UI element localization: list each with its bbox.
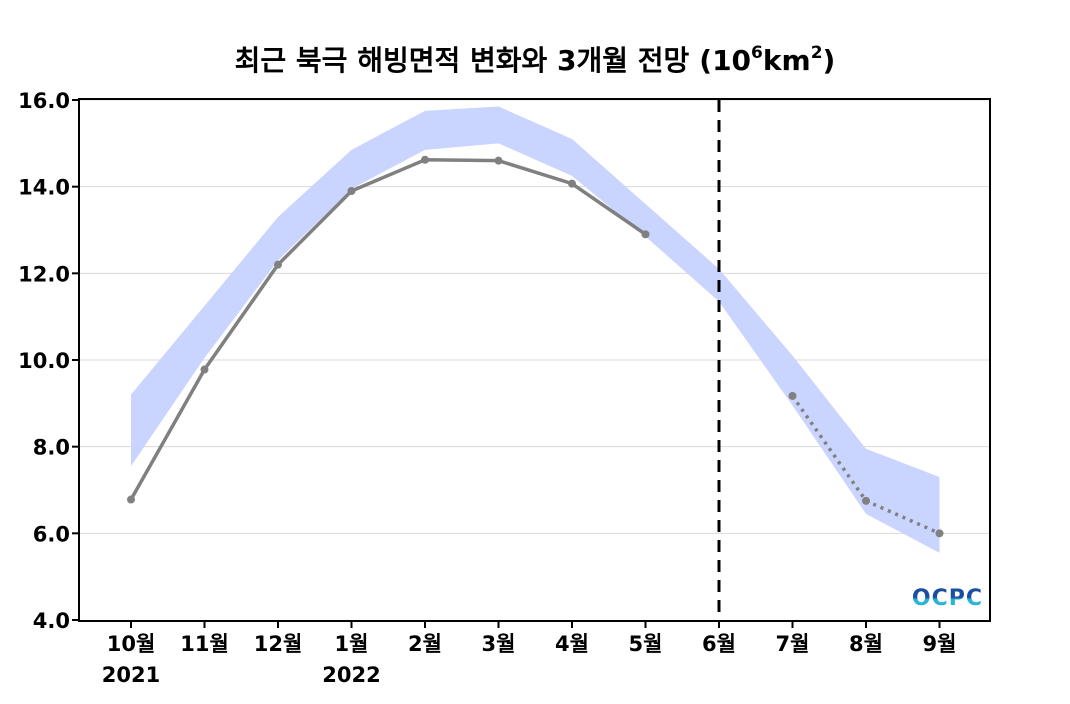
x-tick-label: 2월	[408, 632, 442, 656]
forecast-point	[862, 496, 870, 505]
chart-title-main: 최근 북극 해빙면적 변화와 3개월 전망	[235, 44, 690, 77]
ocpc-logo: OCPC	[912, 586, 983, 611]
forecast-point	[935, 529, 944, 538]
observed-point	[568, 179, 576, 188]
x-tick-label: 7월	[776, 632, 810, 656]
y-tick-label: 10.0	[18, 349, 70, 373]
x-tick-label: 9월	[923, 632, 957, 656]
chart-title-unit-end: )	[823, 44, 836, 77]
series-lines	[127, 155, 944, 538]
y-tick-label: 12.0	[18, 262, 70, 286]
chart-title-unit-mid: km	[763, 44, 811, 77]
x-tick-label: 5월	[629, 632, 663, 656]
x-tick-label: 8월	[849, 632, 883, 656]
x-tick-label: 1월	[335, 632, 369, 656]
observed-point	[127, 495, 135, 504]
chart-title: 최근 북극 해빙면적 변화와 3개월 전망 (106km2)	[235, 43, 836, 77]
y-tick-label: 14.0	[18, 176, 70, 200]
observed-point	[494, 156, 503, 165]
observed-series-line	[129, 158, 647, 501]
x-tick-label: 4월	[555, 632, 589, 656]
chart-title-unit-exp2: 2	[811, 43, 823, 63]
chart-title-unit-exp1: 6	[751, 43, 763, 63]
x-tick-label: 11월	[180, 632, 229, 656]
axis-ticks: 4.0 6.0 8.0 10.0 12.0 14.0 16.0 10월 11월 12월 1월 2월 3월…	[18, 89, 956, 687]
x-tick-label: 3월	[482, 632, 516, 656]
x-tick-label: 10월	[107, 632, 156, 656]
x-tick-label: 6월	[702, 632, 736, 656]
ocpc-logo-text: OCPC	[912, 586, 983, 611]
x-tick-label: 12월	[254, 632, 303, 656]
observed-point	[274, 260, 282, 269]
y-tick-label: 4.0	[33, 609, 70, 633]
observed-point	[347, 187, 356, 195]
y-tick-label: 8.0	[33, 436, 70, 460]
observed-point	[421, 155, 429, 164]
y-tick-label: 16.0	[18, 89, 70, 113]
chart-title-unit-base: (10	[699, 44, 751, 77]
x-year-label: 2022	[322, 663, 380, 687]
forecast-point	[788, 391, 797, 400]
observed-point	[641, 230, 650, 239]
x-year-label: 2021	[102, 663, 160, 687]
observed-point	[200, 365, 209, 374]
y-tick-label: 6.0	[33, 522, 70, 546]
